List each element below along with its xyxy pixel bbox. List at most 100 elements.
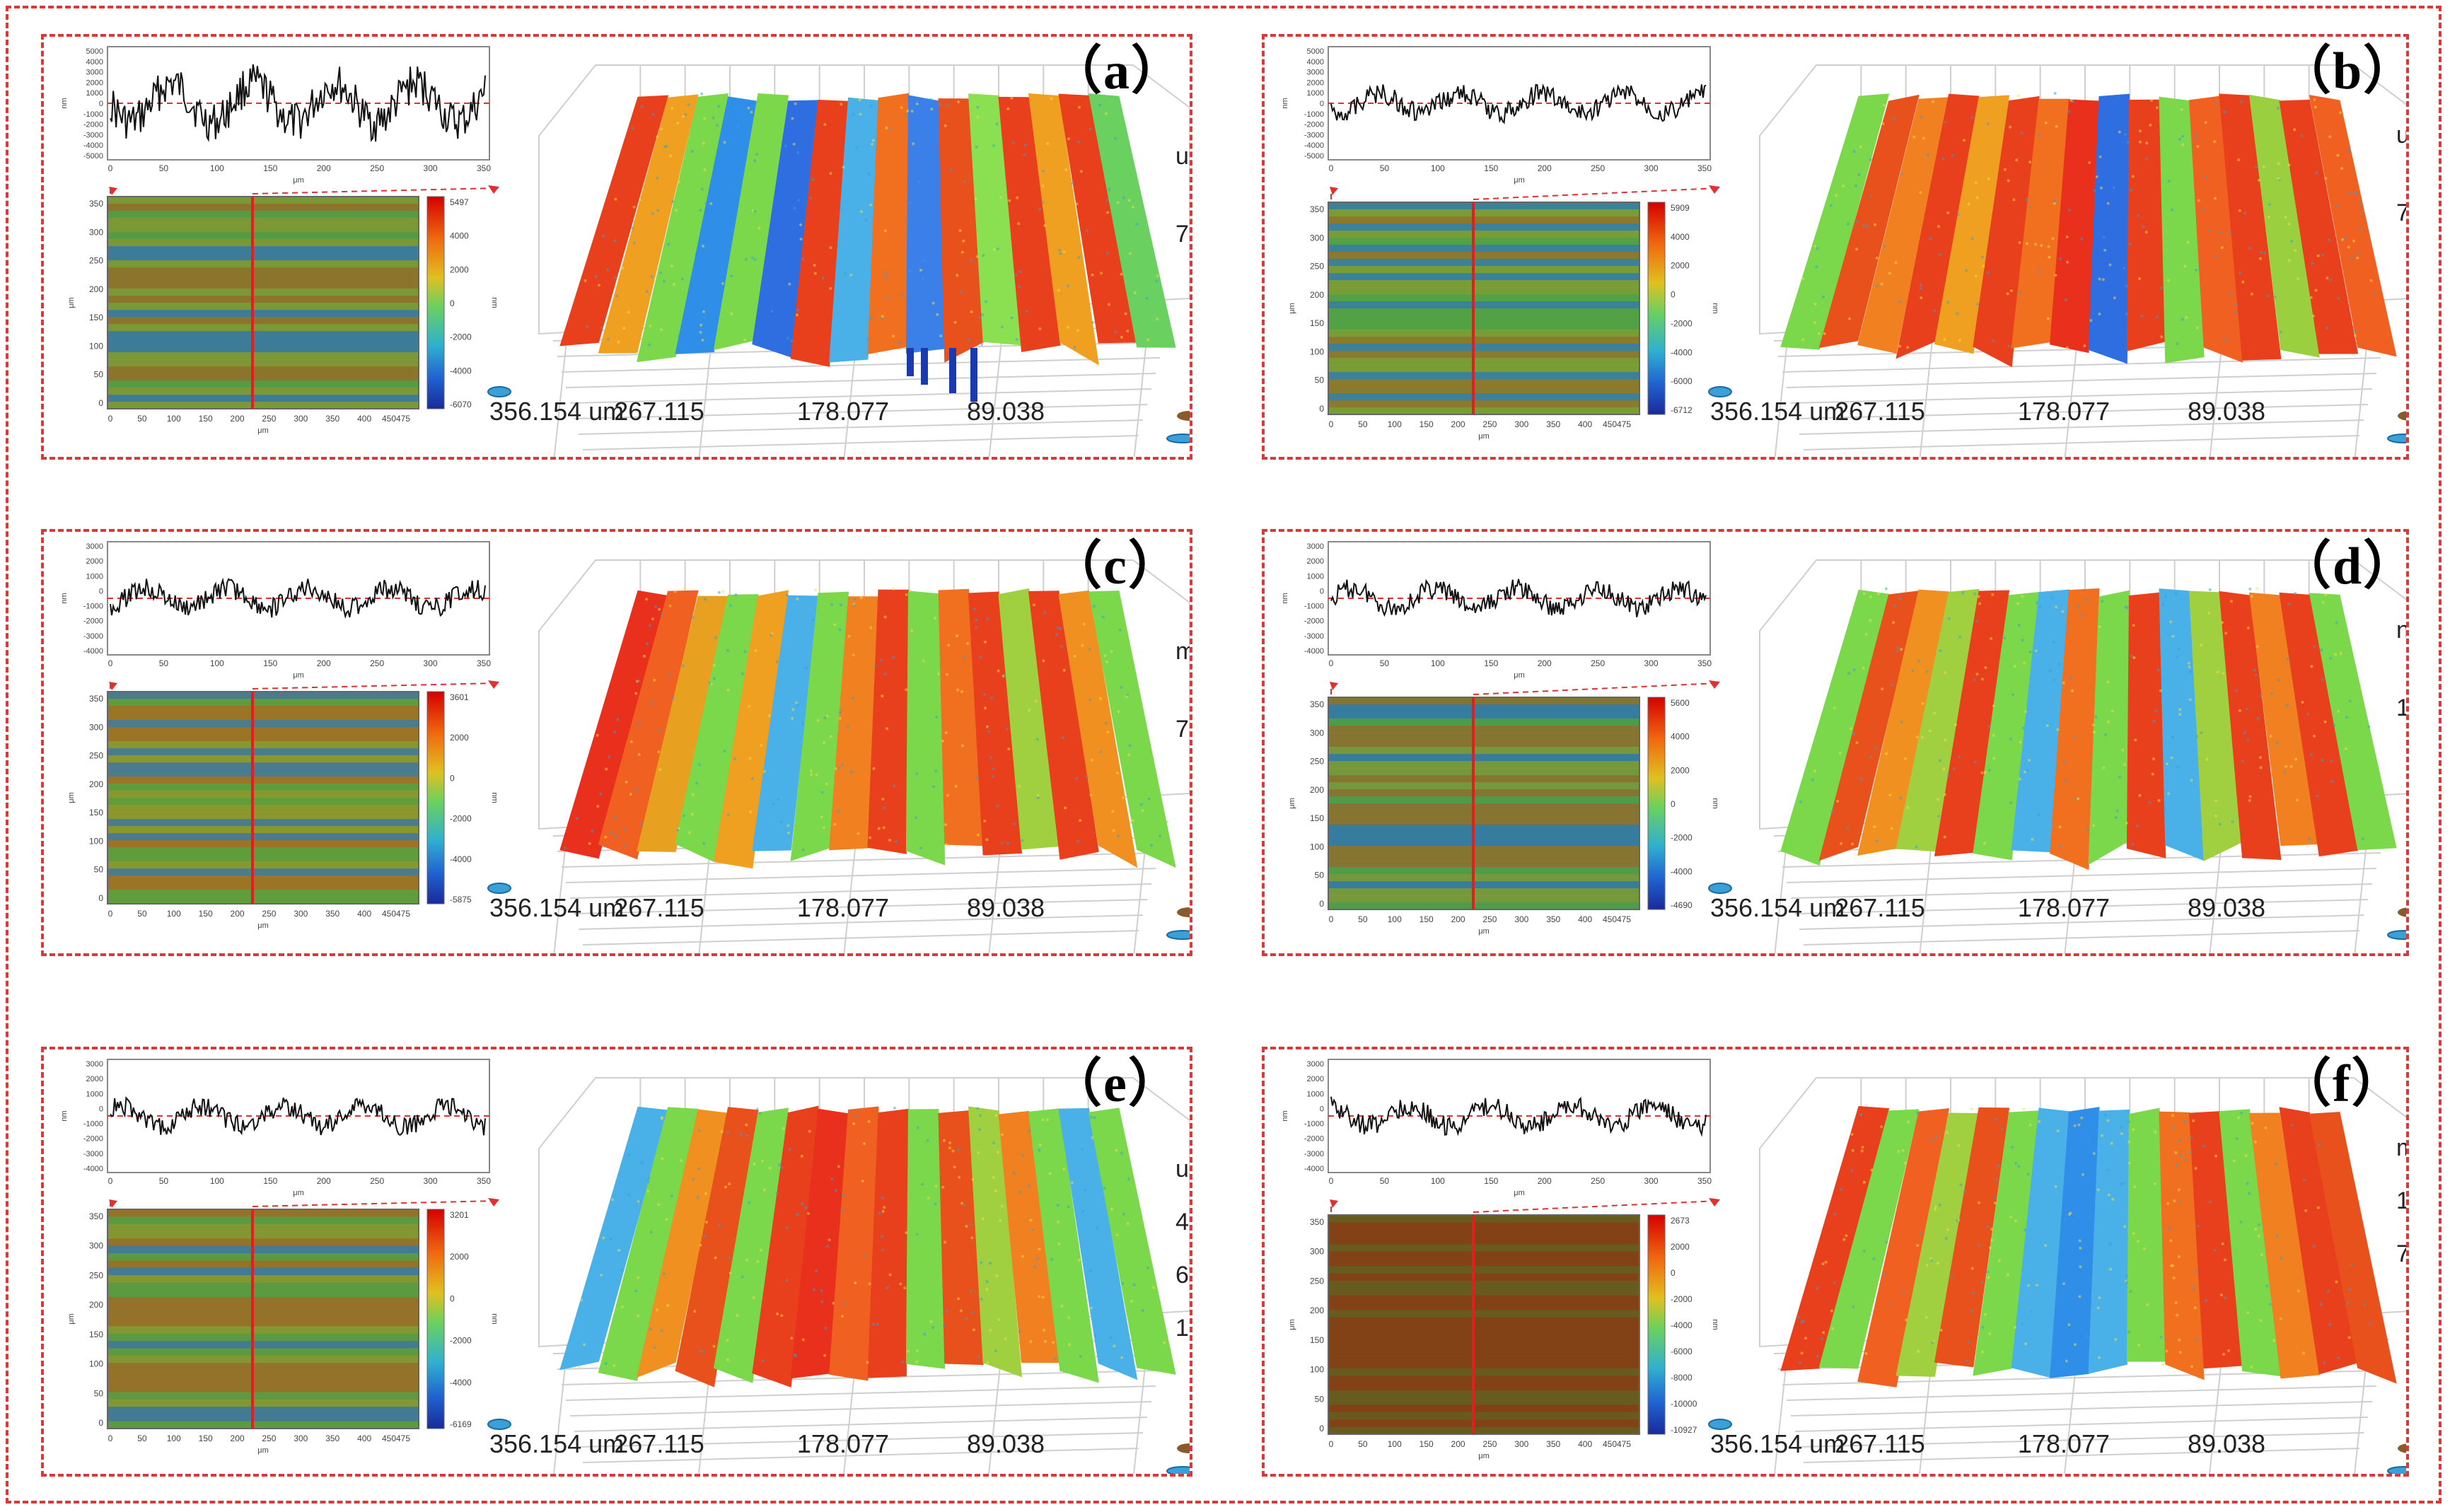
surface-speckle <box>1945 1131 1949 1134</box>
surface-speckle <box>2082 1173 2084 1176</box>
surface-stripe <box>2309 1112 2397 1384</box>
surface-speckle <box>2250 1365 2253 1368</box>
map-band <box>1328 1332 1639 1340</box>
map-x-tick: 100 <box>167 414 181 424</box>
surface-speckle <box>2287 259 2291 262</box>
surface-speckle <box>680 1159 683 1163</box>
profile-y-tick: 3000 <box>86 69 103 77</box>
colorbar-tick: -6000 <box>1671 1347 1693 1356</box>
profile-y-tick: 2000 <box>86 1075 103 1083</box>
surface-speckle <box>2190 1136 2193 1139</box>
map-y-tick: 350 <box>1310 1217 1324 1227</box>
surface-speckle <box>699 323 703 327</box>
surface-speckle <box>973 607 976 610</box>
surface-speckle <box>1852 732 1856 735</box>
surface-speckle <box>2127 1140 2131 1144</box>
map-x-tick: 50 <box>1358 1439 1368 1449</box>
profile-y-tick: 5000 <box>86 47 103 56</box>
surface-speckle <box>2054 274 2057 277</box>
map-band <box>108 373 419 381</box>
surface-speckle <box>728 1272 732 1275</box>
surface-speckle <box>2323 720 2327 723</box>
map-band <box>1328 1288 1639 1296</box>
profile-y-tick: -3000 <box>83 131 103 139</box>
surface-speckle <box>2055 605 2058 609</box>
surface-speckle <box>1942 767 1946 771</box>
3d-floor-line <box>574 899 1148 914</box>
map-band <box>108 868 419 876</box>
profile-x-tick: 350 <box>1697 1176 1712 1186</box>
surface-speckle <box>838 711 842 714</box>
map-x-tick: 0 <box>108 414 113 424</box>
surface-speckle <box>613 730 617 733</box>
surface-speckle <box>2007 344 2011 348</box>
surface-speckle <box>863 1142 866 1145</box>
surface-speckle <box>2258 179 2260 182</box>
surface-speckle <box>640 1161 644 1165</box>
map-x-tick: 100 <box>167 1434 181 1443</box>
colorbar-tick: -6169 <box>450 1419 472 1429</box>
surface-speckle <box>2067 110 2071 113</box>
surface-speckle <box>2025 242 2028 245</box>
surface-speckle <box>1099 697 1102 700</box>
callout-arrow-right <box>1473 1200 1718 1213</box>
profile-y-tick: -2000 <box>83 617 103 626</box>
surface-speckle <box>1916 1111 1919 1115</box>
surface-speckle <box>1948 617 1951 620</box>
surface-speckle <box>647 1180 650 1183</box>
surface-speckle <box>2155 106 2159 110</box>
surface-speckle <box>948 1146 951 1150</box>
map-band <box>108 876 419 883</box>
surface-speckle <box>1075 202 1079 206</box>
surface-speckle <box>2248 799 2251 802</box>
surface-speckle <box>2065 779 2068 783</box>
surface-speckle <box>1076 839 1080 843</box>
surface-speckle <box>1156 274 1159 278</box>
surface-speckle <box>795 701 799 704</box>
surface-speckle <box>747 106 750 110</box>
surface-speckle <box>2040 244 2043 248</box>
surface-speckle <box>2036 1284 2039 1287</box>
surface-speckle <box>1066 284 1069 288</box>
height-map-frame <box>1328 1214 1640 1435</box>
surface-speckle <box>2015 158 2019 162</box>
map-y-tick: 200 <box>89 779 103 789</box>
surface-speckle <box>2188 698 2192 702</box>
surface-speckle <box>2057 663 2061 665</box>
axis-3d-label: 178.077 <box>797 893 889 922</box>
colorbar <box>1647 1214 1666 1435</box>
colorbar-unit: nm <box>1711 798 1719 808</box>
colorbar-tick: 3201 <box>450 1210 469 1220</box>
surface-speckle <box>2020 1322 2024 1325</box>
surface-speckle <box>892 587 895 591</box>
surface-speckle <box>2238 271 2241 274</box>
surface-speckle <box>2028 650 2032 653</box>
surface-speckle <box>1854 184 1857 187</box>
surface-speckle <box>730 312 733 315</box>
surface-speckle <box>683 587 686 590</box>
surface-speckle <box>1800 1351 1804 1355</box>
surface-speckle <box>681 664 685 668</box>
surface-speckle <box>1035 738 1039 741</box>
map-band <box>108 359 419 367</box>
surface-speckle <box>2069 99 2073 103</box>
surface-speckle <box>2045 724 2049 728</box>
surface-speckle <box>2098 1296 2101 1299</box>
surface-speckle <box>1919 287 1922 290</box>
profile-y-tick: -4000 <box>1304 1165 1324 1173</box>
surface-speckle <box>2099 186 2103 190</box>
surface-speckle <box>1957 1144 1961 1147</box>
surface-speckle <box>2224 1296 2227 1300</box>
surface-speckle <box>1903 1161 1907 1165</box>
profile-x-tick: 350 <box>477 163 491 173</box>
map-x-tick: 300 <box>1514 914 1528 924</box>
surface-speckle <box>2189 1150 2193 1153</box>
surface-speckle <box>881 317 884 320</box>
orientation-icon <box>1708 883 1732 894</box>
map-x-tick: 200 <box>231 1434 245 1443</box>
surface-speckle <box>1821 295 1825 298</box>
profile-x-tick: 100 <box>210 658 224 668</box>
colorbar-tick: -2000 <box>450 332 472 342</box>
surface-speckle <box>2232 1159 2236 1163</box>
map-x-tick: 250 <box>262 909 276 919</box>
